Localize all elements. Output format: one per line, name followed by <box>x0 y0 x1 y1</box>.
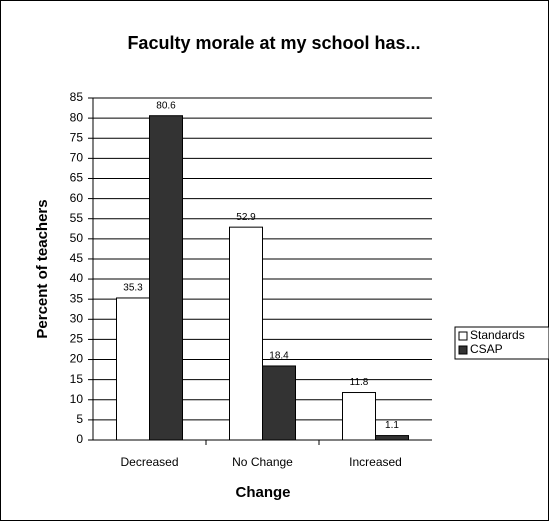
y-axis-label: Percent of teachers <box>34 199 51 338</box>
bar <box>229 226 263 441</box>
value-label: 1.1 <box>385 420 399 431</box>
y-tick-label: 70 <box>70 151 84 165</box>
y-tick-label: 60 <box>70 191 84 205</box>
value-label: 35.3 <box>123 283 143 294</box>
legend-swatch <box>458 345 468 355</box>
x-tick-label: Increased <box>349 455 402 469</box>
y-tick-label: 55 <box>70 211 84 225</box>
y-tick-label: 85 <box>70 90 84 104</box>
legend-label: Standards <box>470 328 525 342</box>
y-tick-label: 40 <box>70 271 84 285</box>
y-tick-label: 50 <box>70 231 84 245</box>
value-label: 18.4 <box>269 351 289 362</box>
value-label: 52.9 <box>236 212 256 223</box>
x-tick-label: No Change <box>232 455 293 469</box>
y-tick-label: 20 <box>70 352 84 366</box>
legend-label: CSAP <box>470 342 503 356</box>
legend-box <box>454 326 549 360</box>
bar <box>342 392 376 441</box>
chart-title: Faculty morale at my school has... <box>127 33 420 53</box>
y-tick-label: 80 <box>70 110 84 124</box>
y-tick-label: 35 <box>70 291 84 305</box>
y-tick-label: 30 <box>70 311 84 325</box>
x-axis-label: Change <box>235 484 290 501</box>
y-tick-label: 65 <box>70 171 84 185</box>
bar <box>262 365 296 441</box>
y-tick-label: 75 <box>70 130 84 144</box>
y-tick-label: 0 <box>76 432 83 446</box>
value-label: 11.8 <box>350 377 369 388</box>
x-tick-label: Decreased <box>120 455 178 469</box>
value-label: 80.6 <box>156 100 176 111</box>
bar <box>149 115 183 441</box>
y-tick-label: 10 <box>70 392 84 406</box>
y-tick-label: 5 <box>76 412 83 426</box>
legend-swatch <box>458 331 468 341</box>
y-tick-label: 25 <box>70 332 84 346</box>
y-tick-label: 15 <box>70 372 84 386</box>
y-tick-label: 45 <box>70 251 84 265</box>
bar <box>116 297 150 441</box>
bar <box>375 435 409 441</box>
